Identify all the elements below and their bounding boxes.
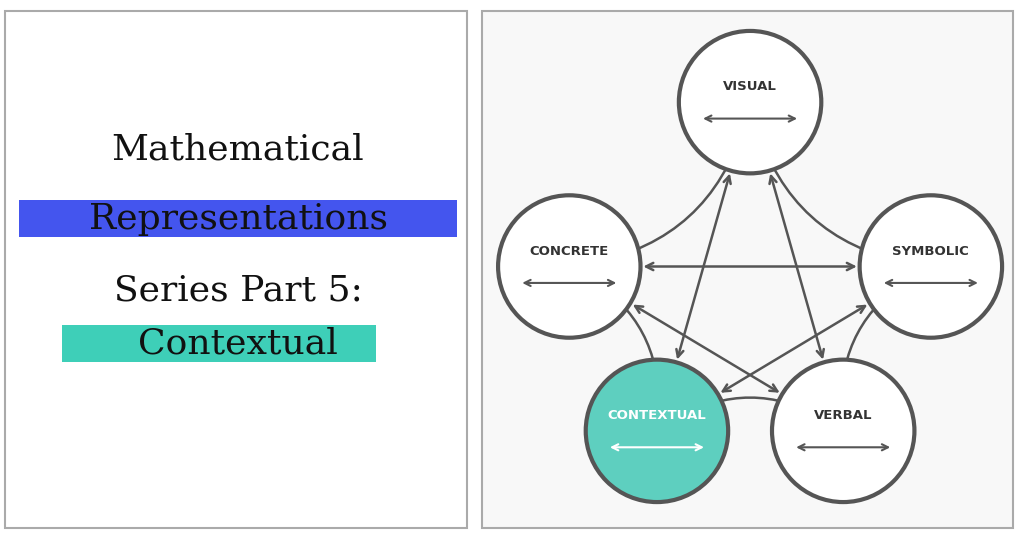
FancyArrowPatch shape xyxy=(593,125,745,265)
FancyArrowPatch shape xyxy=(590,278,663,407)
FancyArrowPatch shape xyxy=(886,280,976,286)
Circle shape xyxy=(586,360,728,502)
Circle shape xyxy=(679,31,821,173)
FancyArrowPatch shape xyxy=(838,278,910,407)
Text: CONCRETE: CONCRETE xyxy=(529,245,609,257)
FancyArrowPatch shape xyxy=(612,444,701,450)
Bar xyxy=(19,200,457,237)
Text: Representations: Representations xyxy=(89,201,387,236)
Circle shape xyxy=(859,195,1002,338)
Text: VERBAL: VERBAL xyxy=(814,409,872,422)
Circle shape xyxy=(772,360,914,502)
Text: SYMBOLIC: SYMBOLIC xyxy=(893,245,970,257)
FancyArrowPatch shape xyxy=(677,176,731,357)
FancyArrowPatch shape xyxy=(677,398,823,418)
Text: CONTEXTUAL: CONTEXTUAL xyxy=(607,409,707,422)
FancyArrowPatch shape xyxy=(524,280,614,286)
Circle shape xyxy=(498,195,641,338)
FancyArrowPatch shape xyxy=(769,176,823,357)
FancyArrowPatch shape xyxy=(706,116,795,122)
FancyArrowPatch shape xyxy=(799,444,888,450)
Bar xyxy=(61,325,376,362)
Text: Contextual: Contextual xyxy=(138,327,338,361)
FancyArrowPatch shape xyxy=(755,125,907,265)
FancyArrowPatch shape xyxy=(723,306,865,391)
FancyArrowPatch shape xyxy=(646,263,854,270)
Text: VISUAL: VISUAL xyxy=(723,80,777,93)
Text: Mathematical: Mathematical xyxy=(112,132,365,166)
Text: Series Part 5:: Series Part 5: xyxy=(114,273,362,308)
FancyArrowPatch shape xyxy=(635,306,777,391)
